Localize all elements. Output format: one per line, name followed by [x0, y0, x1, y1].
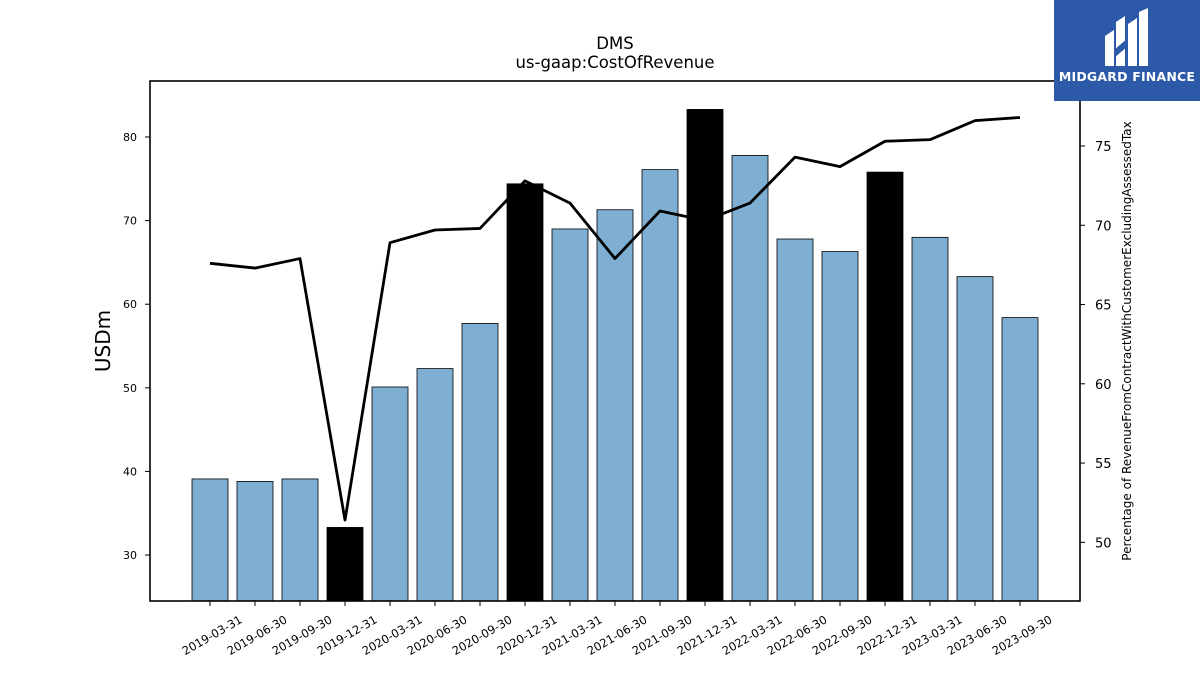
bar-2021-06-30 [596, 209, 634, 602]
bar-2019-09-30 [281, 478, 319, 602]
bar-2022-12-31 [866, 171, 904, 602]
y2-tick-label: 50 [1095, 536, 1112, 551]
y-tick-label: 70 [123, 215, 137, 228]
chart-title: DMS [596, 34, 633, 53]
line-series [209, 116, 1021, 522]
midgard-finance-logo: MIDGARD FINANCE [1054, 0, 1200, 101]
y-tick-label: 30 [123, 549, 137, 562]
bar-2022-06-30 [776, 238, 814, 602]
y2-tick-label: 60 [1095, 378, 1112, 393]
bar-2019-06-30 [236, 481, 274, 602]
y-tick-label: 40 [123, 465, 137, 478]
bar-2023-03-31 [911, 236, 949, 602]
y-tick-label: 60 [123, 298, 137, 311]
midgard-logo-icon [1105, 8, 1148, 66]
y-tick-label: 50 [123, 382, 137, 395]
y2-tick-label: 65 [1095, 299, 1112, 314]
bar-2021-03-31 [551, 228, 589, 602]
bar-2022-09-30 [821, 251, 859, 602]
y-axis-label: USDm [91, 310, 115, 372]
bar-2020-06-30 [416, 368, 454, 602]
left-axis: 30 40 50 60 70 80 [123, 131, 150, 562]
y2-tick-label: 70 [1095, 219, 1112, 234]
bar-2019-03-31 [191, 478, 229, 602]
chart-subtitle: us-gaap:CostOfRevenue [515, 53, 714, 72]
logo-text: MIDGARD FINANCE [1058, 69, 1196, 84]
y2-tick-label: 55 [1095, 457, 1112, 472]
bar-2020-12-31 [506, 183, 544, 602]
x-axis: 2019-03-312019-06-302019-09-302019-12-31… [180, 601, 1055, 658]
bar-2020-03-31 [371, 386, 409, 602]
bar-2020-09-30 [461, 323, 499, 602]
bar-2019-12-31 [326, 527, 364, 602]
ratio-line [209, 116, 1021, 522]
y2-tick-label: 75 [1095, 140, 1112, 155]
right-axis: 50 55 60 65 70 75 [1080, 140, 1112, 551]
bar-2021-12-31 [686, 109, 724, 602]
bar-2022-03-31 [731, 155, 769, 602]
y2-axis-label: Percentage of RevenueFromContractWithCus… [1120, 121, 1134, 560]
y-tick-label: 80 [123, 131, 137, 144]
bar-2023-06-30 [956, 276, 994, 602]
bar-series [191, 109, 1039, 602]
bar-2023-09-30 [1001, 317, 1039, 602]
bar-2021-09-30 [641, 169, 679, 602]
